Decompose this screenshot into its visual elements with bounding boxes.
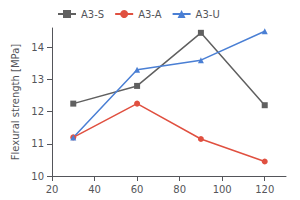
svg-text:120: 120 bbox=[255, 184, 274, 195]
svg-text:10: 10 bbox=[31, 171, 44, 182]
svg-text:A3-S: A3-S bbox=[81, 9, 104, 20]
svg-text:Flexural strength [MPa]: Flexural strength [MPa] bbox=[10, 44, 21, 160]
svg-text:11: 11 bbox=[31, 138, 44, 149]
svg-text:40: 40 bbox=[88, 184, 101, 195]
svg-text:13: 13 bbox=[31, 74, 44, 85]
svg-text:A3-U: A3-U bbox=[196, 9, 220, 20]
svg-text:12: 12 bbox=[31, 106, 44, 117]
svg-text:20: 20 bbox=[46, 184, 59, 195]
svg-text:100: 100 bbox=[213, 184, 232, 195]
svg-text:14: 14 bbox=[31, 42, 44, 53]
svg-text:80: 80 bbox=[173, 184, 186, 195]
svg-text:A3-A: A3-A bbox=[138, 9, 162, 20]
svg-text:60: 60 bbox=[131, 184, 144, 195]
